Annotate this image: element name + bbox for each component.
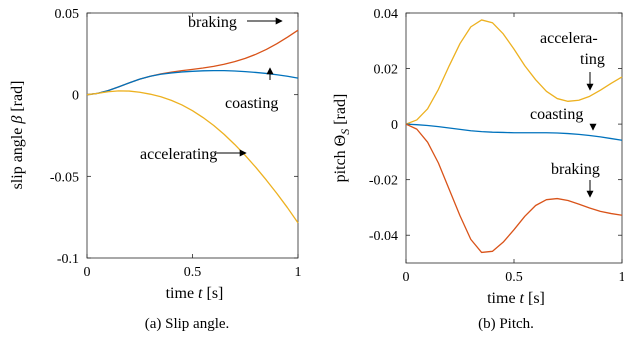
series-line-braking — [86, 29, 299, 96]
annotation-coasting: coasting — [530, 106, 583, 123]
x-tick-label: 0 — [403, 270, 410, 285]
series-line-coasting — [405, 123, 623, 141]
x-tick-label: 1 — [295, 265, 302, 280]
figure-caption: (b) Pitch. — [478, 316, 534, 332]
y-tick-label: -0.02 — [369, 174, 398, 189]
y-axis-label: slip angle β [rad] — [9, 81, 26, 190]
annotation-accelerating: accelera- — [540, 30, 598, 47]
y-tick-label: 0.04 — [374, 7, 399, 22]
annotation-accelerating: accelerating — [140, 146, 217, 163]
annotation-coasting: coasting — [225, 95, 278, 112]
figure-caption: (a) Slip angle. — [145, 316, 230, 332]
annotation-accelerating-line2: ting — [580, 51, 605, 68]
y-axis-label: pitch ΘS [rad] — [332, 94, 352, 183]
chart-pitch: 0 0.5 1 0.04 0.02 0 -0.02 -0.04 accelera-ting coa… — [332, 7, 624, 332]
chart-slip-angle: 0 0.5 1 0.05 0 -0.05 -0.1 braking coasting accele… — [9, 7, 302, 332]
annotation-braking: braking — [551, 161, 600, 178]
x-tick-label: 0.5 — [184, 265, 202, 280]
y-tick-label: -0.05 — [50, 170, 79, 185]
x-axis-label: time t [s] — [487, 290, 545, 307]
annotation-braking: braking — [188, 14, 237, 31]
y-tick-label: -0.04 — [369, 229, 398, 244]
x-axis-label: time t [s] — [166, 285, 224, 302]
y-tick-label: 0.02 — [374, 63, 399, 78]
x-tick-label: 0 — [84, 265, 91, 280]
x-tick-label: 0.5 — [505, 270, 523, 285]
series-line-accelerating — [86, 90, 299, 224]
y-tick-label: 0 — [391, 118, 398, 133]
x-tick-label: 1 — [619, 270, 624, 285]
series-line-coasting — [86, 70, 299, 96]
series-line-accelerating — [405, 19, 623, 125]
y-tick-label: 0.05 — [55, 7, 80, 22]
y-tick-label: 0 — [72, 89, 79, 104]
y-tick-label: -0.1 — [57, 252, 79, 267]
series-line-braking — [405, 123, 623, 254]
